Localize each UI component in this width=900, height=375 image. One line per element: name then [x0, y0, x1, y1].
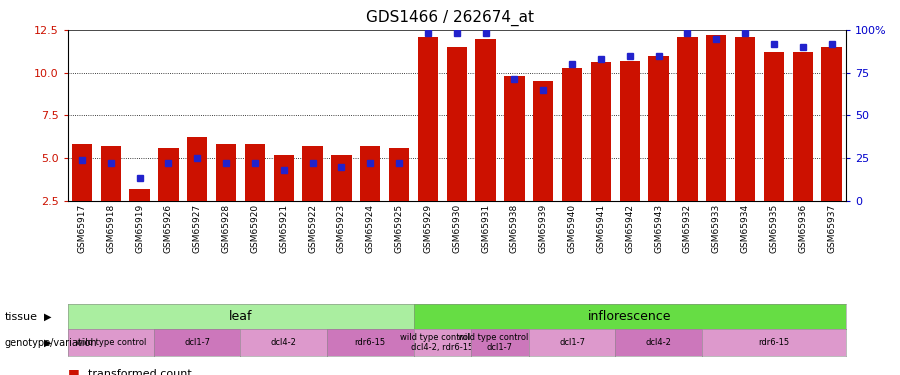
- Bar: [274, 154, 293, 201]
- Text: tissue: tissue: [4, 312, 38, 321]
- Text: GSM65940: GSM65940: [568, 204, 577, 253]
- Bar: [331, 154, 352, 201]
- Text: rdr6-15: rdr6-15: [355, 338, 386, 347]
- Text: GSM65932: GSM65932: [683, 204, 692, 253]
- Bar: [216, 144, 236, 201]
- Text: GSM65922: GSM65922: [308, 204, 317, 253]
- Text: genotype/variation: genotype/variation: [4, 338, 97, 348]
- Text: GSM65924: GSM65924: [365, 204, 374, 253]
- Text: GSM65918: GSM65918: [106, 204, 115, 253]
- Bar: [793, 52, 813, 201]
- Bar: [504, 76, 525, 201]
- Text: GSM65936: GSM65936: [798, 204, 807, 253]
- Bar: [130, 189, 149, 201]
- Bar: [158, 148, 178, 201]
- Bar: [735, 37, 755, 201]
- Text: GSM65934: GSM65934: [741, 204, 750, 253]
- Text: GSM65921: GSM65921: [279, 204, 288, 253]
- Text: rdr6-15: rdr6-15: [759, 338, 789, 347]
- Bar: [475, 39, 496, 201]
- Bar: [649, 56, 669, 201]
- Text: dcl1-7: dcl1-7: [559, 338, 585, 347]
- Text: ▶: ▶: [44, 338, 51, 348]
- Text: GSM65943: GSM65943: [654, 204, 663, 253]
- Text: transformed count: transformed count: [88, 369, 192, 375]
- Bar: [533, 81, 554, 201]
- Text: GSM65927: GSM65927: [193, 204, 202, 253]
- Text: dcl4-2: dcl4-2: [271, 338, 297, 347]
- Text: GSM65923: GSM65923: [337, 204, 346, 253]
- Bar: [72, 144, 92, 201]
- Text: GSM65920: GSM65920: [250, 204, 259, 253]
- Text: dcl4-2: dcl4-2: [645, 338, 671, 347]
- Bar: [764, 52, 784, 201]
- Bar: [360, 146, 381, 201]
- Bar: [706, 35, 726, 201]
- Text: GSM65930: GSM65930: [452, 204, 461, 253]
- Text: wild type control for
dcl4-2, rdr6-15: wild type control for dcl4-2, rdr6-15: [400, 333, 484, 352]
- Text: GSM65942: GSM65942: [626, 204, 634, 253]
- Text: GDS1466 / 262674_at: GDS1466 / 262674_at: [366, 9, 534, 26]
- Text: dcl1-7: dcl1-7: [184, 338, 211, 347]
- Text: ■: ■: [68, 368, 79, 375]
- Bar: [245, 144, 265, 201]
- Bar: [418, 37, 438, 201]
- Text: inflorescence: inflorescence: [588, 310, 671, 323]
- Text: GSM65931: GSM65931: [482, 204, 490, 253]
- Bar: [101, 146, 121, 201]
- Text: GSM65935: GSM65935: [770, 204, 778, 253]
- Bar: [302, 146, 323, 201]
- Text: GSM65941: GSM65941: [597, 204, 606, 253]
- Bar: [389, 148, 410, 201]
- Bar: [187, 138, 207, 201]
- Text: leaf: leaf: [229, 310, 252, 323]
- Text: GSM65917: GSM65917: [77, 204, 86, 253]
- Text: GSM65926: GSM65926: [164, 204, 173, 253]
- Text: ▶: ▶: [44, 312, 51, 321]
- Text: GSM65928: GSM65928: [221, 204, 230, 253]
- Text: GSM65925: GSM65925: [394, 204, 403, 253]
- Text: wild type control: wild type control: [76, 338, 146, 347]
- Text: GSM65938: GSM65938: [510, 204, 519, 253]
- Bar: [590, 62, 611, 201]
- Text: GSM65937: GSM65937: [827, 204, 836, 253]
- Text: GSM65919: GSM65919: [135, 204, 144, 253]
- Text: GSM65933: GSM65933: [712, 204, 721, 253]
- Bar: [822, 47, 842, 201]
- Bar: [446, 47, 467, 201]
- Bar: [620, 61, 640, 201]
- Bar: [562, 68, 582, 201]
- Bar: [678, 37, 698, 201]
- Text: GSM65929: GSM65929: [423, 204, 432, 253]
- Text: GSM65939: GSM65939: [539, 204, 548, 253]
- Text: wild type control for
dcl1-7: wild type control for dcl1-7: [458, 333, 543, 352]
